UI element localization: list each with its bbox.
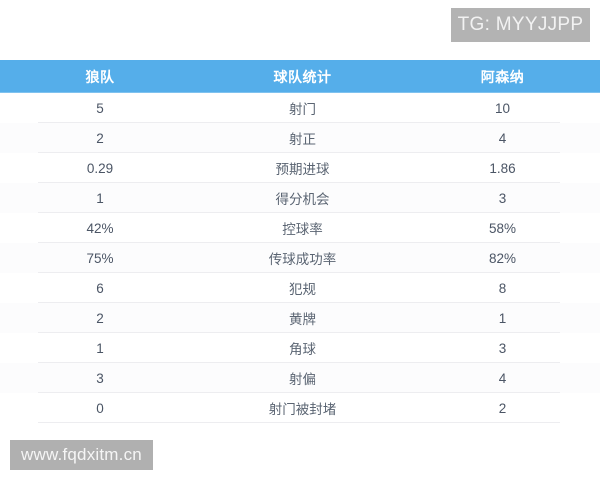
header-stat-label: 球队统计: [273, 68, 332, 85]
cell-away-value: 3: [498, 190, 507, 206]
cell-away-value: 2: [498, 400, 507, 416]
table-row: 1 角球 3: [0, 333, 600, 363]
table-body: 5 射门 10 2 射正 4 0.29 预期进球 1.86 1 得分机会 3 42% 控球率 58% 75% 传…: [0, 93, 600, 423]
cell-stat-label: 角球: [289, 342, 316, 357]
cell-away-value: 3: [498, 340, 507, 356]
table-row: 42% 控球率 58%: [0, 213, 600, 243]
cell-stat-label: 传球成功率: [268, 252, 337, 267]
table-row: 0.29 预期进球 1.86: [0, 153, 600, 183]
cell-away-value: 1.86: [489, 160, 516, 176]
table-header-row: 狼队 球队统计 阿森纳: [0, 60, 600, 93]
cell-stat-label: 预期进球: [275, 162, 330, 177]
header-home-team: 狼队: [85, 68, 115, 85]
cell-home-value: 0.29: [86, 160, 114, 176]
table-row: 5 射门 10: [0, 93, 600, 123]
cell-away-value: 82%: [488, 250, 517, 266]
table-row: 75% 传球成功率 82%: [0, 243, 600, 273]
table-row: 3 射偏 4: [0, 363, 600, 393]
cell-away-value: 4: [498, 370, 507, 386]
cell-stat-label: 射门: [289, 102, 316, 117]
table-row: 0 射门被封堵 2: [0, 393, 600, 423]
table-row: 2 黄牌 1: [0, 303, 600, 333]
cell-home-value: 3: [96, 370, 104, 386]
cell-stat-label: 射门被封堵: [268, 402, 337, 417]
cell-away-value: 4: [498, 130, 507, 146]
cell-home-value: 75%: [86, 250, 114, 266]
cell-home-value: 42%: [86, 220, 114, 236]
cell-stat-label: 犯规: [289, 282, 316, 297]
cell-stat-label: 射偏: [289, 372, 316, 387]
cell-home-value: 5: [96, 100, 104, 116]
watermark-bottom-left: www.fqdxitm.cn: [10, 440, 153, 470]
cell-home-value: 1: [96, 340, 104, 356]
cell-away-value: 8: [498, 280, 507, 296]
cell-away-value: 58%: [488, 220, 517, 236]
cell-stat-label: 控球率: [282, 222, 323, 237]
cell-home-value: 1: [96, 190, 104, 206]
cell-stat-label: 黄牌: [289, 312, 316, 327]
team-stats-table: 狼队 球队统计 阿森纳 5 射门 10 2 射正 4 0.29 预期进球 1.86 1 得分机会 3 4…: [0, 60, 600, 423]
table-row: 2 射正 4: [0, 123, 600, 153]
cell-away-value: 1: [498, 310, 507, 326]
cell-home-value: 2: [96, 130, 104, 146]
table-row: 6 犯规 8: [0, 273, 600, 303]
table-row: 1 得分机会 3: [0, 183, 600, 213]
watermark-top-right: TG: MYYJJPP: [451, 8, 590, 42]
cell-home-value: 2: [96, 310, 104, 326]
cell-stat-label: 得分机会: [275, 192, 330, 207]
cell-away-value: 10: [494, 100, 511, 116]
cell-home-value: 0: [96, 400, 104, 416]
cell-stat-label: 射正: [289, 132, 316, 147]
header-away-team: 阿森纳: [480, 68, 525, 85]
cell-home-value: 6: [96, 280, 104, 296]
